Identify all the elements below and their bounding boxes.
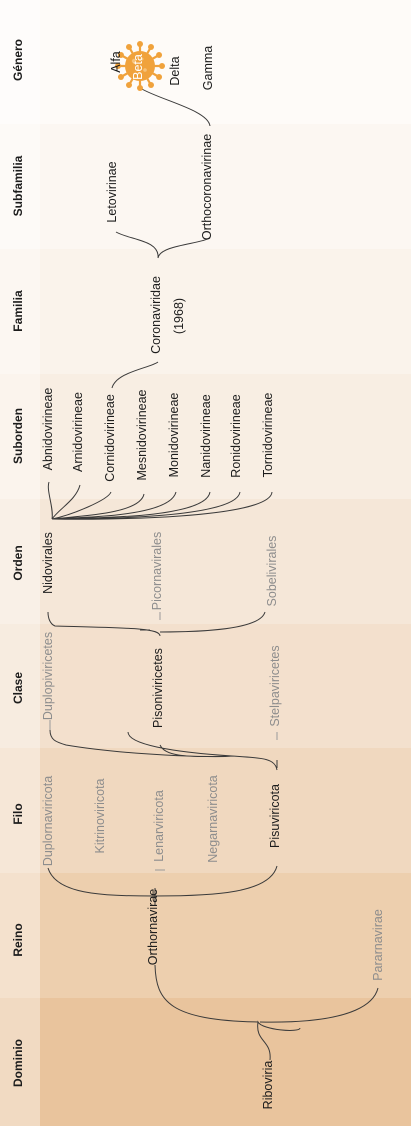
node-monidovirineae: Monidovirineae xyxy=(167,392,181,478)
rank-header-suborden: Suborden xyxy=(11,408,25,464)
node-arnidovirineae: Arnidovirineae xyxy=(71,392,85,472)
node-negarnaviricota: Negarnaviricota xyxy=(206,775,220,863)
node-riboviria: Riboviria xyxy=(261,1060,275,1110)
rank-header-reino: Reino xyxy=(11,923,25,957)
virus-spike-knob xyxy=(148,82,154,89)
node-tornidovirineae: Tornidovirineae xyxy=(261,392,275,478)
node-gamma: Gamma xyxy=(201,45,215,91)
node-sobelivirales: Sobelivirales xyxy=(265,535,279,607)
node-picornavirales: Picornavirales xyxy=(150,531,164,611)
connector-riboviria xyxy=(154,964,379,1061)
connector-pisuviricota xyxy=(49,729,278,771)
band-genero xyxy=(0,0,411,124)
node-coronaviridae: Coronaviridae xyxy=(149,276,163,354)
band-subfamilia xyxy=(0,124,411,249)
header-column xyxy=(0,0,40,1126)
rank-header-dominio: Dominio xyxy=(11,1039,25,1087)
virus-spike-knob xyxy=(156,52,163,58)
virus-spike-knob xyxy=(137,85,143,91)
rank-header-clase: Clase xyxy=(11,671,25,705)
node-orthocoronavirinae: Orthocoronavirinae xyxy=(200,133,214,241)
virus-spike-knob xyxy=(148,43,154,50)
node-pisuviricota: Pisuviricota xyxy=(268,784,282,848)
virus-spike-knob xyxy=(115,63,121,69)
connector-nidovirales xyxy=(47,481,273,520)
rank-header-filo: Filo xyxy=(11,803,25,825)
coronavirus-icon xyxy=(115,41,165,91)
node-mesnidovirineae: Mesnidovirineae xyxy=(135,389,149,481)
band-orden xyxy=(0,499,411,624)
node-lenarviricota: Lenarviricota xyxy=(152,790,166,862)
connector-pisoniviricetes xyxy=(47,611,266,637)
virus-spike-knob xyxy=(156,74,163,80)
virus-spike-knob xyxy=(159,63,165,69)
virus-spike-knob xyxy=(117,74,124,80)
rank-header-orden: Orden xyxy=(11,545,25,581)
band-familia xyxy=(0,249,411,374)
rank-header-subfamilia: Subfamilia xyxy=(11,155,25,217)
node-duplornaviricota: Duplornaviricota xyxy=(41,775,55,867)
band-suborden xyxy=(0,374,411,499)
band-filo xyxy=(0,748,411,873)
virus-spike-knob xyxy=(126,43,132,50)
node-delta: Delta xyxy=(168,56,182,86)
node-duplopiviricetes: Duplopiviricetes xyxy=(41,631,55,721)
connector-cornidovirineae xyxy=(111,361,159,389)
node-coronaviridae-year: (1968) xyxy=(172,297,186,335)
node-abnidovirineae: Abnidovirineae xyxy=(41,387,55,471)
virus-spike-knob xyxy=(137,41,143,47)
rank-header-genero: Género xyxy=(11,39,25,82)
node-nidovirales: Nidovirales xyxy=(41,532,55,594)
connector-orthornavirae xyxy=(47,865,278,905)
node-nanidovirineae: Nanidovirineae xyxy=(199,394,213,478)
node-ronidovirineae: Ronidovirineae xyxy=(229,394,243,478)
node-orthornavirae: Orthornavirae xyxy=(146,888,160,966)
connector-coronaviridae xyxy=(115,231,211,259)
virus-spike-knob xyxy=(117,52,124,58)
node-alfa: Alfa xyxy=(109,51,123,73)
node-cornidovirineae: Cornidovirineae xyxy=(103,394,117,482)
connector-orthocoronavirinae xyxy=(139,87,211,127)
node-pisoniviricetes: Pisoniviricetes xyxy=(151,648,165,728)
band-dominio xyxy=(0,998,411,1126)
virus-spike-knob xyxy=(126,82,132,89)
node-stelpaviricetes: Stelpaviricetes xyxy=(268,645,282,727)
node-kitrinoviricota: Kitrinoviricota xyxy=(93,778,107,854)
node-beta: Beta xyxy=(131,54,145,80)
rank-header-familia: Familia xyxy=(11,290,25,332)
band-clase xyxy=(0,624,411,748)
node-pararnavirae: Pararnavirae xyxy=(371,909,385,981)
node-letovirinae: Letovirinae xyxy=(105,161,119,223)
band-reino xyxy=(0,873,411,998)
